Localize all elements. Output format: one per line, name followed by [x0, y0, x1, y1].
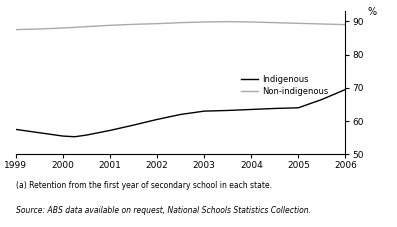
Y-axis label: %: %	[367, 7, 376, 17]
Non-indigenous	[272, 21, 277, 24]
Indigenous	[202, 110, 206, 113]
Text: Source: ABS data available on request, National Schools Statistics Collection.: Source: ABS data available on request, N…	[16, 206, 311, 215]
Text: (a) Retention from the first year of secondary school in each state.: (a) Retention from the first year of sec…	[16, 181, 272, 190]
Non-indigenous	[37, 28, 42, 30]
Indigenous	[155, 118, 160, 121]
Non-indigenous	[249, 21, 254, 23]
Indigenous	[343, 88, 348, 91]
Indigenous	[13, 128, 18, 131]
Non-indigenous	[202, 21, 206, 23]
Non-indigenous	[320, 23, 324, 25]
Indigenous	[72, 135, 77, 138]
Non-indigenous	[108, 24, 112, 27]
Non-indigenous	[343, 23, 348, 26]
Indigenous	[272, 107, 277, 110]
Indigenous	[37, 131, 42, 134]
Non-indigenous	[13, 28, 18, 31]
Legend: Indigenous, Non-indigenous: Indigenous, Non-indigenous	[237, 72, 331, 100]
Line: Non-indigenous: Non-indigenous	[16, 22, 345, 30]
Indigenous	[178, 113, 183, 116]
Indigenous	[61, 135, 66, 137]
Indigenous	[320, 98, 324, 101]
Indigenous	[108, 129, 112, 132]
Line: Indigenous: Indigenous	[16, 89, 345, 137]
Non-indigenous	[155, 22, 160, 25]
Non-indigenous	[225, 20, 230, 23]
Indigenous	[131, 124, 136, 126]
Non-indigenous	[296, 22, 301, 25]
Non-indigenous	[131, 23, 136, 26]
Indigenous	[225, 109, 230, 112]
Indigenous	[249, 108, 254, 111]
Indigenous	[84, 134, 89, 136]
Non-indigenous	[178, 21, 183, 24]
Non-indigenous	[72, 26, 77, 29]
Indigenous	[296, 106, 301, 109]
Non-indigenous	[84, 25, 89, 28]
Non-indigenous	[61, 27, 66, 29]
